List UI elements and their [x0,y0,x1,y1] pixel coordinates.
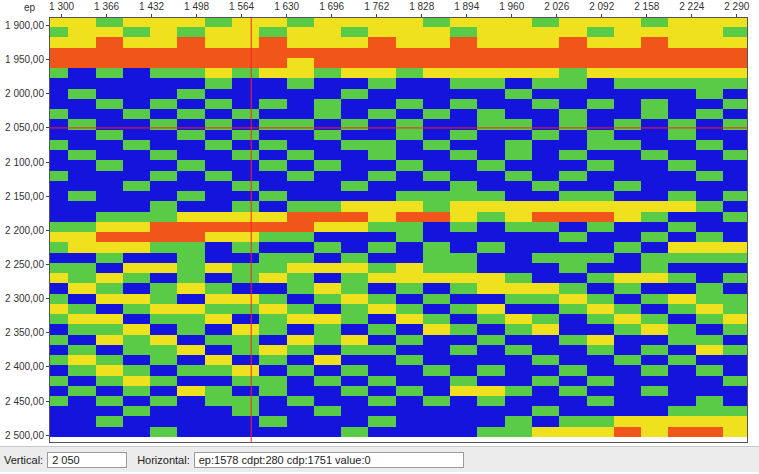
svg-text:2 100,00: 2 100,00 [5,157,44,168]
svg-text:2 290: 2 290 [724,1,749,12]
svg-text:1 900,00: 1 900,00 [5,20,44,31]
svg-text:2 300,00: 2 300,00 [5,293,44,304]
svg-text:1 498: 1 498 [184,1,209,12]
svg-text:2 400,00: 2 400,00 [5,361,44,372]
svg-text:2 350,00: 2 350,00 [5,327,44,338]
svg-text:1 432: 1 432 [139,1,164,12]
svg-text:1 960: 1 960 [499,1,524,12]
svg-text:2 224: 2 224 [679,1,704,12]
svg-text:1 950,00: 1 950,00 [5,54,44,65]
svg-text:2 200,00: 2 200,00 [5,225,44,236]
svg-text:1 366: 1 366 [94,1,119,12]
svg-text:1 300: 1 300 [49,1,74,12]
svg-text:2 158: 2 158 [634,1,659,12]
svg-text:1 564: 1 564 [229,1,254,12]
svg-text:2 000,00: 2 000,00 [5,88,44,99]
svg-text:2 092: 2 092 [589,1,614,12]
svg-text:2 050,00: 2 050,00 [5,122,44,133]
svg-text:2 150,00: 2 150,00 [5,191,44,202]
svg-text:1 696: 1 696 [319,1,344,12]
svg-text:2 250,00: 2 250,00 [5,259,44,270]
html-text:2 050: 2 050 [52,453,80,466]
svg-text:1 762: 1 762 [364,1,389,12]
svg-text:1 828: 1 828 [409,1,434,12]
svg-text:2 450,00: 2 450,00 [5,396,44,407]
html-text:Vertical:: Vertical: [4,453,44,466]
html-text:Horizontal:: Horizontal: [137,453,190,466]
svg-text:1 894: 1 894 [454,1,479,12]
svg-text:2 500,00: 2 500,00 [5,430,44,441]
svg-text:2 026: 2 026 [544,1,569,12]
svg-text:1 630: 1 630 [274,1,299,12]
svg-text:ep: ep [24,2,36,13]
html-text:ep:1578 cdpt:280 cdp:1751 valu: ep:1578 cdpt:280 cdp:1751 value:0 [198,453,371,466]
